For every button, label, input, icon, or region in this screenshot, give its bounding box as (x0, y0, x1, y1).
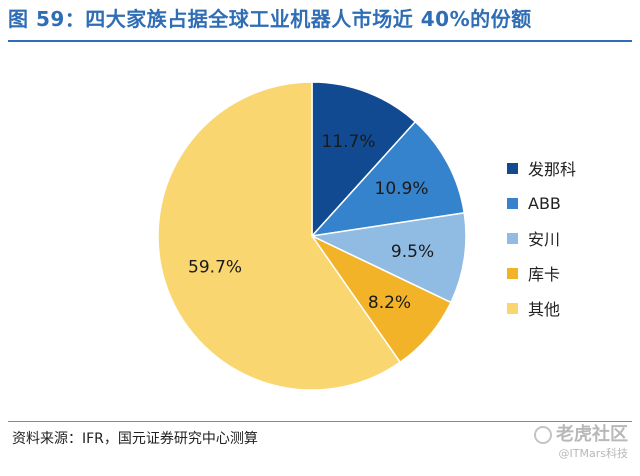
watermark: 老虎社区 @ITMars科技 (534, 424, 628, 462)
footer-rule (8, 421, 632, 422)
pie-data-label-1: 10.9% (375, 179, 429, 199)
pie-data-label-4: 59.7% (188, 258, 242, 278)
pie-slice-2 (309, 212, 467, 304)
chart-legend: 发那科 ABB 安川库卡其他 (507, 158, 576, 333)
legend-item-3: 库卡 (507, 263, 576, 284)
legend-item-2: 安川 (507, 228, 576, 249)
watermark-brand-text: 老虎社区 (556, 424, 628, 445)
legend-swatch-1 (507, 197, 518, 209)
legend-swatch-0 (507, 162, 518, 174)
legend-swatch-2 (507, 232, 518, 244)
watermark-brand: 老虎社区 (534, 424, 628, 446)
legend-item-0: 发那科 (507, 158, 577, 179)
pie-data-label-3: 8.2% (368, 293, 411, 313)
legend-label-3: 库卡 (528, 265, 561, 284)
legend-swatch-3 (507, 267, 518, 279)
legend-item-1: ABB (507, 193, 576, 213)
legend-item-4: 其他 (507, 298, 576, 319)
pie-slice-0 (311, 81, 417, 238)
watermark-account: @ITMars科技 (558, 447, 628, 460)
watermark-logo-icon (534, 426, 552, 444)
legend-label-2: 安川 (528, 230, 561, 249)
title-rule (8, 40, 632, 42)
pie-slice-1 (310, 120, 466, 238)
figure-title: 图 59：四大家族占据全球工业机器人市场近 40%的份额 (8, 7, 532, 31)
source-note: 资料来源：IFR，国元证券研究中心测算 (12, 431, 258, 447)
legend-label-1: ABB (528, 193, 561, 213)
legend-swatch-4 (507, 302, 518, 314)
pie-slice-4 (157, 81, 402, 391)
pie-data-label-0: 11.7% (322, 132, 376, 152)
legend-label-4: 其他 (528, 300, 561, 319)
pie-data-label-2: 9.5% (391, 242, 434, 262)
legend-label-0: 发那科 (528, 160, 577, 179)
